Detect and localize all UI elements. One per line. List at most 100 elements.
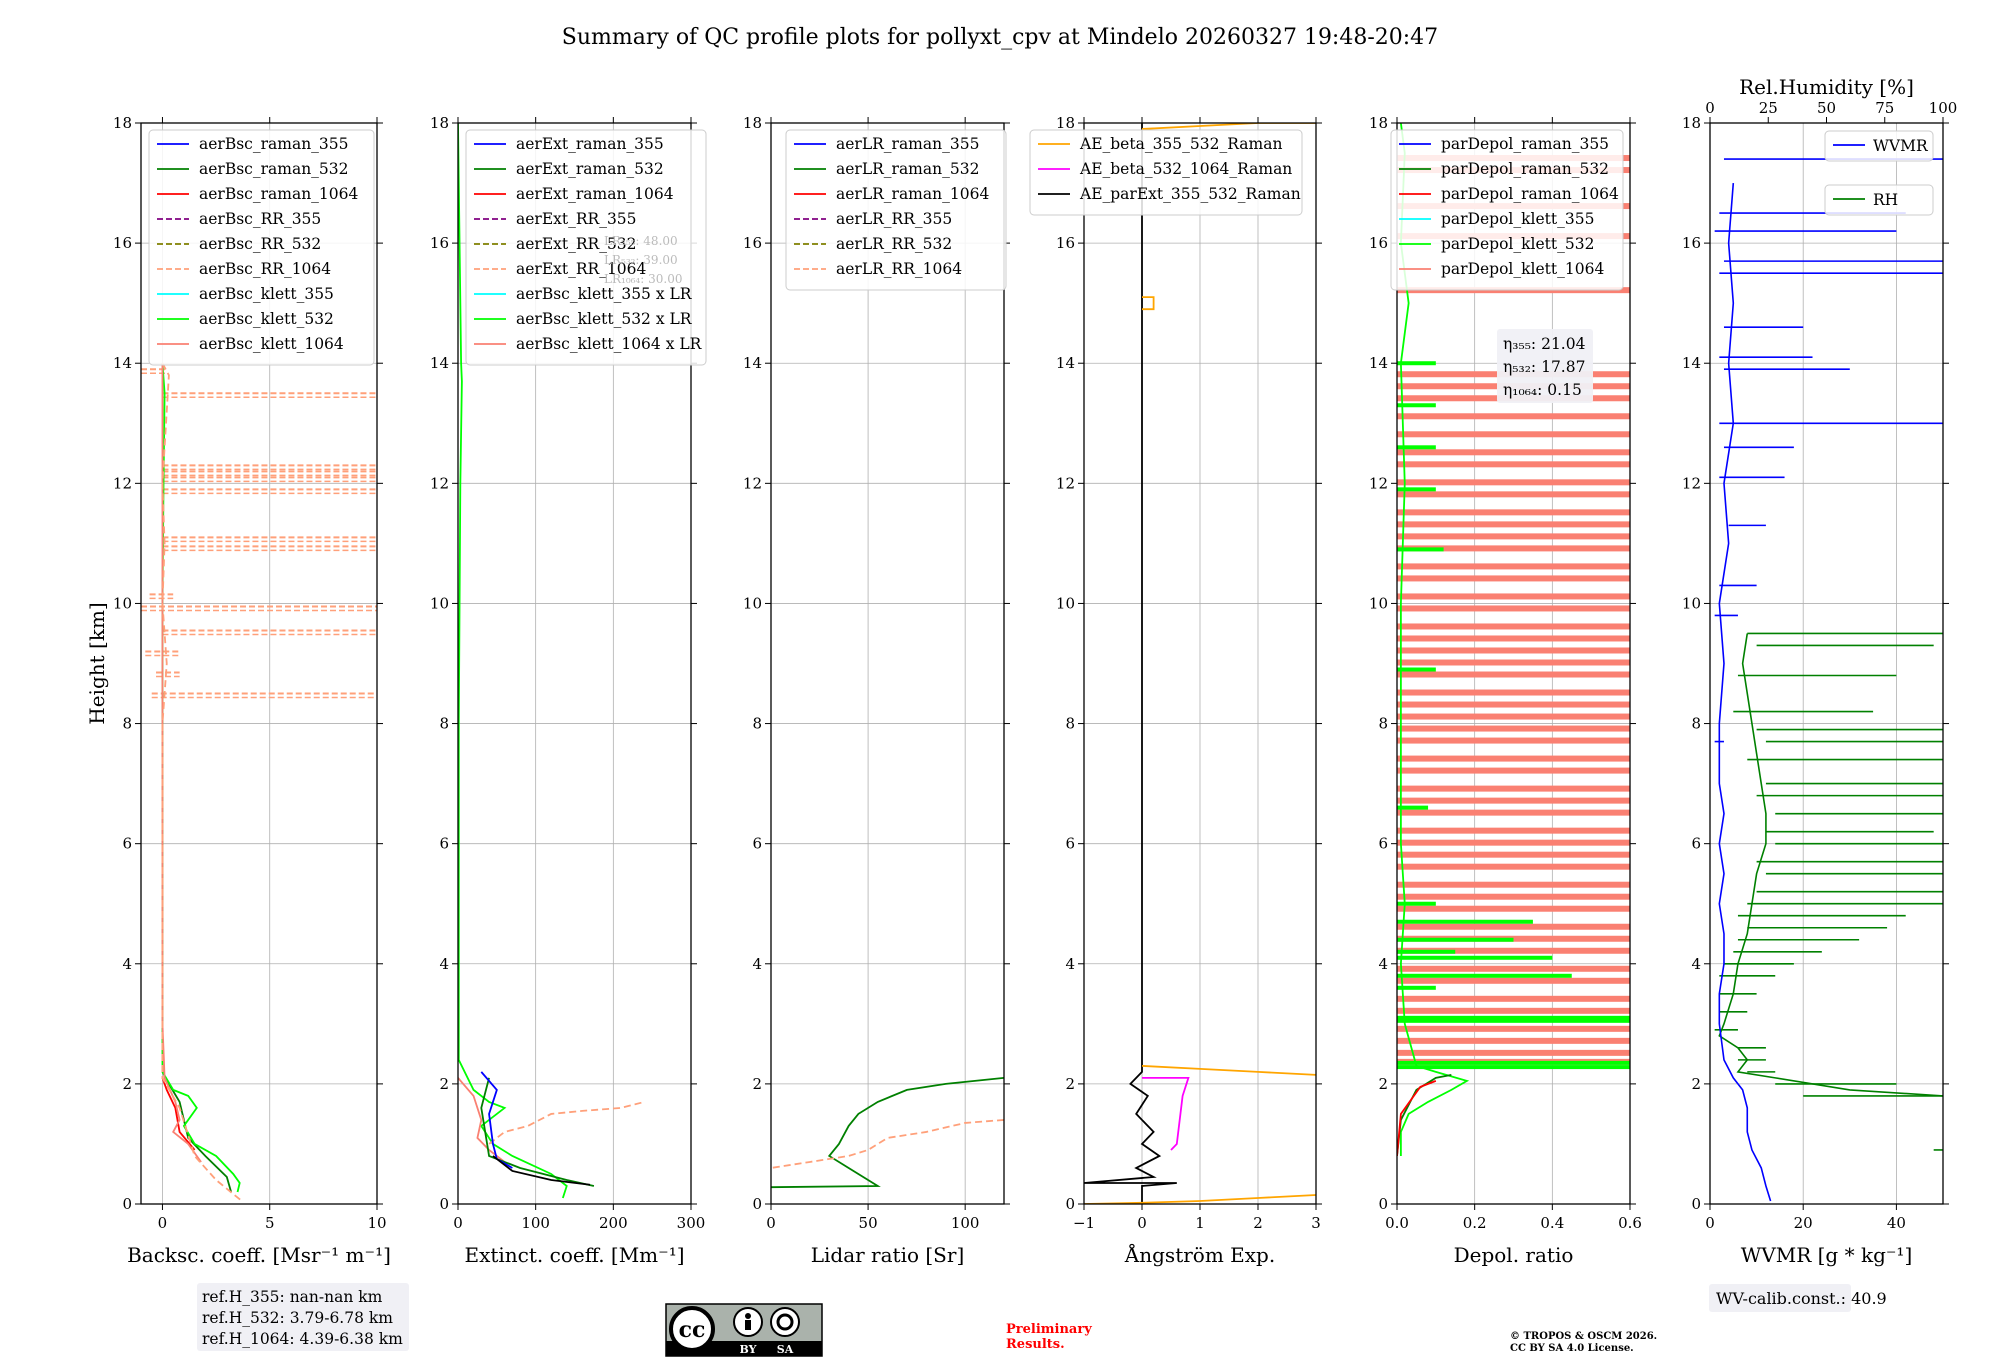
calib-box <box>1709 1284 1851 1312</box>
legend-label-2: parDepol_raman_1064 <box>1441 185 1619 203</box>
legend-box <box>465 129 707 366</box>
depol-band-51 <box>1397 1025 1630 1032</box>
ytick-label-7: 14 <box>430 354 449 372</box>
cc-license-badge: cc BY SA <box>665 1303 823 1357</box>
legend-box-rh <box>1824 184 1934 216</box>
eta-label-0: η₃₅₅: 21.04 <box>1503 335 1586 353</box>
depol-band-28 <box>1397 701 1630 708</box>
depol-lime-band-1 <box>1397 403 1436 408</box>
xtick-label-1: 0.2 <box>1463 1214 1487 1232</box>
depol-band-21 <box>1397 605 1630 612</box>
legend-label-1: aerLR_raman_532 <box>836 160 979 178</box>
ytick-label-7: 14 <box>1369 354 1388 372</box>
legend-label-5: aerExt_RR_1064 <box>516 260 647 278</box>
series-ext-1 <box>458 1077 506 1163</box>
ytick-label-5: 10 <box>1056 594 1075 612</box>
rh-line <box>1718 633 1943 1097</box>
ytick-label-3: 6 <box>752 835 762 853</box>
series-ang-5 <box>1142 296 1155 311</box>
footer: cc BY SA Preliminary Results. © TROPOS &… <box>665 1303 1657 1357</box>
xtick-label-2: 1 <box>1195 1214 1205 1232</box>
x-axis-label-bsc: Backsc. coeff. [Msr⁻¹ m⁻¹] <box>127 1243 391 1267</box>
depol-lime-band-12 <box>1397 973 1572 978</box>
depol-band-35 <box>1397 797 1630 804</box>
panel-dep: 0 2 4 6 8 10 12 14 16 18 0.0 0.2 0.4 0.6 Depol. ratio p… <box>1369 114 1642 1267</box>
series-ang-3 <box>1084 1194 1316 1204</box>
ytick-label-3: 6 <box>1378 835 1388 853</box>
depol-band-30 <box>1397 725 1630 732</box>
depol-band-39 <box>1397 851 1630 858</box>
depol-lime-band-6 <box>1397 805 1429 810</box>
legend-label-1: parDepol_raman_532 <box>1441 160 1609 178</box>
depol-band-49 <box>1397 995 1630 1002</box>
plot-area-lr <box>771 1076 1004 1189</box>
legend-label-0: aerLR_raman_355 <box>836 135 979 153</box>
xtick-label-0: 0 <box>766 1214 776 1232</box>
figure-title: Summary of QC profile plots for pollyxt_… <box>562 25 1438 50</box>
ytick-label-9: 18 <box>743 114 762 132</box>
x-axis-label-lr: Lidar ratio [Sr] <box>811 1243 965 1267</box>
lr-label-2: LR₁₀₆₄: 30.00 <box>604 272 682 286</box>
depol-band-11 <box>1397 461 1630 468</box>
legend-label-1: aerExt_raman_532 <box>516 160 664 178</box>
legend-box <box>1390 129 1624 291</box>
depol-band-36 <box>1397 809 1630 816</box>
xtick-label-2: 200 <box>599 1214 628 1232</box>
depol-lime-band-7 <box>1397 901 1436 906</box>
depol-band-43 <box>1397 905 1630 912</box>
legend-box <box>1029 129 1303 216</box>
ytick-label-5: 10 <box>1682 594 1701 612</box>
ytick-label-1: 2 <box>122 1075 132 1093</box>
sa-label: SA <box>777 1343 794 1356</box>
xtick-label-0: −1 <box>1073 1214 1095 1232</box>
copyright-line2: CC BY SA 4.0 License. <box>1510 1343 1634 1354</box>
ytick-label-4: 8 <box>1065 715 1075 733</box>
legend-label-4: aerBsc_RR_532 <box>199 235 321 253</box>
ytick-label-9: 18 <box>1056 114 1075 132</box>
series-ang-1 <box>1142 1076 1190 1151</box>
ytick-label-7: 14 <box>1682 354 1701 372</box>
depol-lime-band-15 <box>1397 1018 1630 1023</box>
ytick-label-9: 18 <box>113 114 132 132</box>
depol-lime-band-16 <box>1397 1060 1630 1065</box>
depol-band-20 <box>1397 593 1630 600</box>
panel-bsc: 0 2 4 6 8 10 12 14 16 18 0 5 10 Backsc. coeff. [Msr⁻¹… <box>85 114 409 1351</box>
depol-band-17 <box>1397 545 1630 552</box>
by-icon-head <box>745 1313 751 1319</box>
y-axis-label: Height [km] <box>85 602 109 724</box>
panel-wv: Rel.Humidity [%] 0 25 50 75 100 0 2 4 6 8 10 12 14 16 1… <box>1682 75 1957 1312</box>
ytick-label-9: 18 <box>1369 114 1388 132</box>
series-lr-1 <box>771 1119 1004 1169</box>
legend-label-2: aerBsc_raman_1064 <box>199 185 359 203</box>
ytick-label-4: 8 <box>1378 715 1388 733</box>
ytick-label-0: 0 <box>752 1195 762 1213</box>
ytick-label-0: 0 <box>1378 1195 1388 1213</box>
depol-band-14 <box>1397 509 1630 516</box>
legend-label-2: AE_parExt_355_532_Raman <box>1079 185 1301 203</box>
series-ext-5 <box>492 1155 591 1186</box>
depol-lime-band-8 <box>1397 919 1533 924</box>
ytick-label-6: 12 <box>743 474 762 492</box>
ytick-label-4: 8 <box>439 715 449 733</box>
preliminary-line1: Preliminary <box>1006 1322 1092 1337</box>
depol-band-15 <box>1397 521 1630 528</box>
series-ang-4 <box>1141 123 1316 130</box>
legend-label-1: RH <box>1873 191 1898 209</box>
xtick-label-3: 2 <box>1253 1214 1263 1232</box>
depol-lime-band-13 <box>1397 985 1436 990</box>
depol-lime-band-11 <box>1397 955 1553 960</box>
legend-label-6: aerBsc_klett_355 x LR <box>516 285 693 303</box>
ytick-label-6: 12 <box>430 474 449 492</box>
ytick-label-8: 16 <box>1682 234 1701 252</box>
legend-label-3: aerBsc_RR_355 <box>199 210 321 228</box>
axes-frame-dep <box>1396 122 1631 1205</box>
depol-lime-band-5 <box>1397 667 1436 672</box>
ytick-label-6: 12 <box>1369 474 1388 492</box>
depol-band-31 <box>1397 737 1630 744</box>
copyright-line1: © TROPOS & OSCM 2026. <box>1510 1331 1657 1342</box>
panel-lr: 0 2 4 6 8 10 12 14 16 18 0 50 100 Lidar ratio [Sr] aer… <box>743 114 1010 1267</box>
depol-band-53 <box>1397 1049 1630 1056</box>
legend-bsc: aerBsc_raman_355 aerBsc_raman_532 aerBsc_r… <box>148 129 375 366</box>
